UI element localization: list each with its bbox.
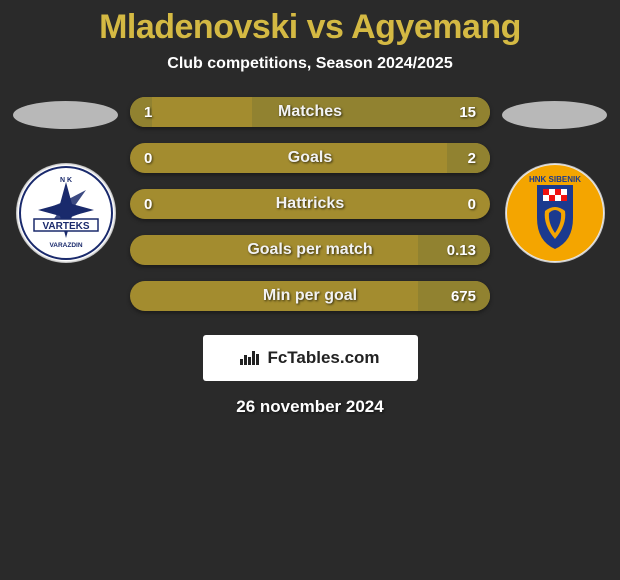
date-line: 26 november 2024 [236, 397, 383, 417]
svg-text:VARTEKS: VARTEKS [42, 221, 89, 232]
svg-text:VARAZDIN: VARAZDIN [49, 242, 82, 249]
varteks-badge-icon: VARTEKS N K VARAZDIN [16, 163, 116, 263]
stat-right-value: 15 [459, 97, 476, 127]
sibenik-badge-icon: HNK SIBENIK [505, 163, 605, 263]
brand-link[interactable]: FcTables.com [203, 335, 418, 381]
stat-metric-label: Min per goal [130, 281, 490, 311]
stats-column: 1 Matches 15 0 Goals 2 0 Hattricks 0 [130, 95, 490, 311]
svg-text:N K: N K [59, 177, 71, 184]
stat-bar-goals: 0 Goals 2 [130, 143, 490, 173]
left-club-badge: VARTEKS N K VARAZDIN [16, 163, 116, 263]
stat-metric-label: Matches [130, 97, 490, 127]
stat-right-value: 0.13 [447, 235, 476, 265]
stat-right-value: 2 [468, 143, 476, 173]
stat-metric-label: Goals per match [130, 235, 490, 265]
svg-text:HNK SIBENIK: HNK SIBENIK [528, 175, 580, 184]
bar-chart-icon [240, 351, 259, 365]
brand-text: FcTables.com [267, 348, 379, 368]
stat-bar-gpm: Goals per match 0.13 [130, 235, 490, 265]
subtitle: Club competitions, Season 2024/2025 [167, 55, 452, 73]
comparison-card: Mladenovski vs Agyemang Club competition… [0, 0, 620, 417]
stat-bar-matches: 1 Matches 15 [130, 97, 490, 127]
stat-right-value: 675 [451, 281, 476, 311]
left-player-avatar [13, 101, 118, 129]
page-title: Mladenovski vs Agyemang [99, 8, 521, 47]
stat-metric-label: Goals [130, 143, 490, 173]
stat-bar-mpg: Min per goal 675 [130, 281, 490, 311]
stat-metric-label: Hattricks [130, 189, 490, 219]
main-row: VARTEKS N K VARAZDIN 1 Matches 15 0 Goal… [0, 95, 620, 311]
right-player-col: HNK SIBENIK [502, 95, 607, 263]
left-player-col: VARTEKS N K VARAZDIN [13, 95, 118, 263]
stat-right-value: 0 [468, 189, 476, 219]
right-player-avatar [502, 101, 607, 129]
right-club-badge: HNK SIBENIK [505, 163, 605, 263]
stat-bar-hattricks: 0 Hattricks 0 [130, 189, 490, 219]
